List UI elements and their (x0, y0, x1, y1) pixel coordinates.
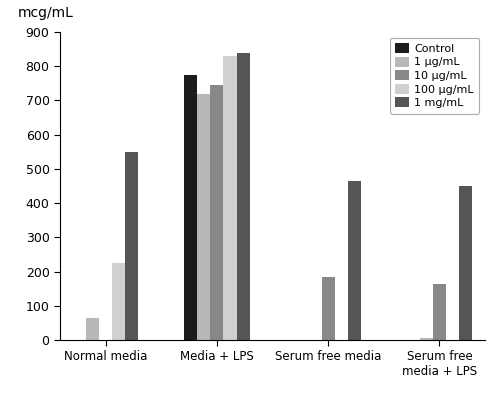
Bar (420, 338, 433, 340)
Text: mcg/mL: mcg/mL (18, 6, 74, 20)
Bar (236, 52, 250, 340)
Bar (459, 186, 472, 340)
Bar (86, 318, 99, 340)
Bar (322, 277, 334, 340)
Bar (224, 56, 236, 340)
Bar (112, 263, 126, 340)
Bar (126, 152, 138, 340)
Bar (184, 75, 197, 340)
Legend: Control, 1 μg/mL, 10 μg/mL, 100 μg/mL, 1 mg/mL: Control, 1 μg/mL, 10 μg/mL, 100 μg/mL, 1… (390, 38, 480, 114)
Bar (210, 85, 224, 340)
Bar (197, 94, 210, 340)
Bar (348, 181, 361, 340)
Bar (433, 284, 446, 340)
